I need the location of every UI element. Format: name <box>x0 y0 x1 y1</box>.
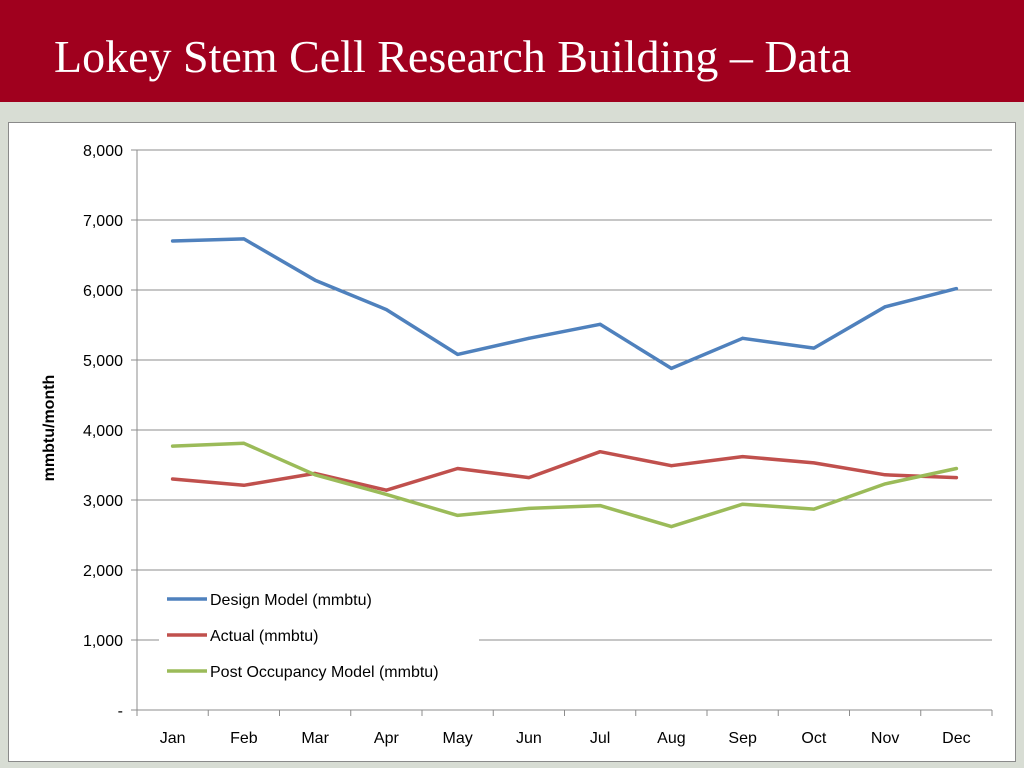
data-point <box>954 476 958 480</box>
x-tick-label: Jan <box>160 730 186 747</box>
data-point <box>242 483 246 487</box>
data-point <box>456 352 460 356</box>
line-chart: - 1,000 2,000 3,000 4,000 5,000 6,000 7,000 8,00… <box>41 143 993 747</box>
x-tick-label: Mar <box>301 730 329 747</box>
y-tick-label: 4,000 <box>83 423 123 440</box>
data-point <box>812 507 816 511</box>
y-tick-labels: - 1,000 2,000 3,000 4,000 5,000 6,000 7,000 8,00… <box>83 143 123 720</box>
x-tick-label: Jun <box>516 730 542 747</box>
data-point <box>883 305 887 309</box>
data-point <box>242 441 246 445</box>
series-line-1 <box>170 237 959 371</box>
series-line-3 <box>170 441 959 529</box>
legend-entry: Design Model (mmbtu) <box>210 592 372 609</box>
y-tick-label: 3,000 <box>83 493 123 510</box>
data-point <box>527 506 531 510</box>
x-tick-label: Oct <box>801 730 826 747</box>
data-point <box>598 450 602 454</box>
x-tick-label: Nov <box>871 730 899 747</box>
data-point <box>812 346 816 350</box>
data-point <box>171 477 175 481</box>
data-point <box>954 467 958 470</box>
data-point <box>456 467 460 470</box>
y-tick-label: 5,000 <box>83 353 123 370</box>
series-lines <box>170 237 959 529</box>
data-point <box>741 336 745 340</box>
y-tick-label: 2,000 <box>83 563 123 580</box>
y-tick-label: 6,000 <box>83 283 123 300</box>
x-tick-label: Jul <box>590 730 610 747</box>
x-tick-label: Sep <box>728 730 757 747</box>
series-line-2 <box>170 449 959 492</box>
y-tick-label: 8,000 <box>83 143 123 160</box>
slide-title: Lokey Stem Cell Research Building – Data <box>54 31 852 82</box>
x-tick-label: Apr <box>374 730 400 747</box>
y-tick-label: 1,000 <box>83 633 123 650</box>
data-point <box>812 461 816 465</box>
data-point <box>456 513 460 517</box>
data-point <box>954 287 958 291</box>
data-point <box>741 502 745 506</box>
title-bar: Lokey Stem Cell Research Building – Data <box>0 0 1024 102</box>
x-tick-label: Feb <box>230 730 258 747</box>
data-point <box>883 473 887 477</box>
data-point <box>313 278 317 282</box>
data-point <box>171 444 175 448</box>
data-point <box>384 308 388 312</box>
data-point <box>313 473 317 477</box>
data-point <box>669 366 673 370</box>
data-point <box>171 239 175 243</box>
x-tick-labels: Jan Feb Mar Apr May Jun Jul Aug Sep Oct Nov Dec <box>160 730 971 747</box>
data-point <box>669 464 673 468</box>
legend-entry: Post Occupancy Model (mmbtu) <box>210 664 439 681</box>
y-axis-label: mmbtu/month <box>41 375 58 482</box>
y-tick-label: - <box>118 703 123 720</box>
x-tick-label: Aug <box>657 730 685 747</box>
data-point <box>598 504 602 508</box>
data-point <box>741 455 745 459</box>
data-point <box>883 482 887 486</box>
data-point <box>669 525 673 529</box>
data-point <box>384 492 388 496</box>
x-tick-label: May <box>443 730 473 747</box>
data-point <box>242 237 246 241</box>
data-point <box>527 476 531 480</box>
axes <box>136 150 993 716</box>
x-tick-label: Dec <box>942 730 970 747</box>
legend-box <box>159 578 479 690</box>
data-point <box>598 322 602 326</box>
chart-frame: - 1,000 2,000 3,000 4,000 5,000 6,000 7,000 8,00… <box>8 122 1016 762</box>
legend: Design Model (mmbtu) Actual (mmbtu) Post O… <box>159 578 479 690</box>
legend-entry: Actual (mmbtu) <box>210 628 318 645</box>
data-point <box>384 488 388 492</box>
y-tick-label: 7,000 <box>83 213 123 230</box>
data-point <box>527 336 531 340</box>
